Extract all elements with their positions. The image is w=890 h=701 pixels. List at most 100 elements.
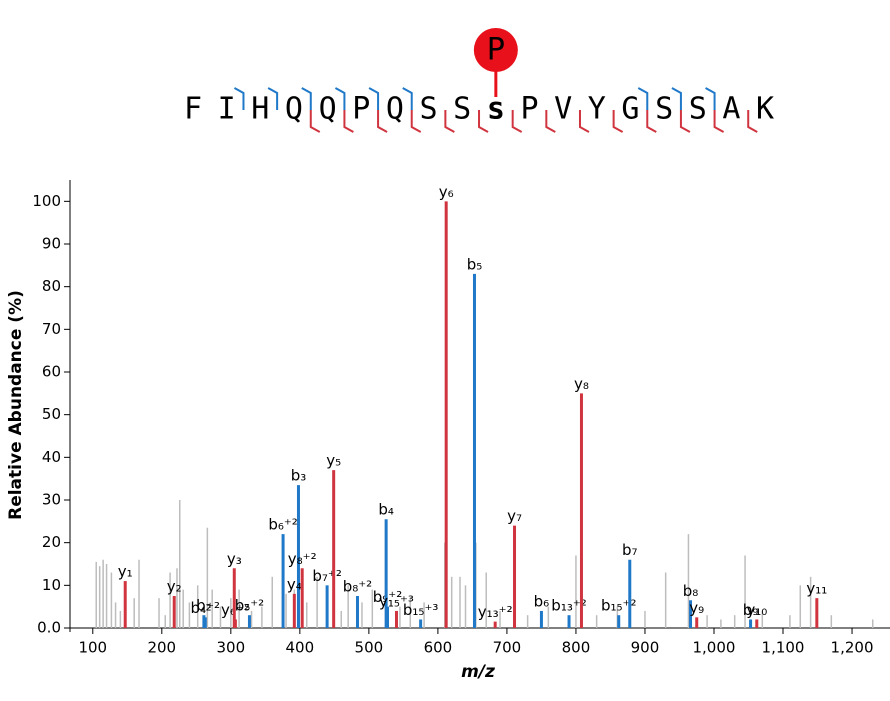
- y-ion-marker: [377, 110, 388, 133]
- x-tick-label: 1,100: [762, 639, 805, 657]
- y-axis-title: Relative Abundance (%): [6, 290, 26, 520]
- x-axis-title: m/z: [461, 662, 495, 682]
- x-tick-label: 1,200: [831, 639, 874, 657]
- peak-label: y₁₀: [746, 601, 767, 619]
- x-tick-label: 900: [631, 639, 660, 657]
- residue: S: [689, 92, 707, 127]
- peak-label: b₉: [743, 601, 759, 619]
- peak-label: b₃: [291, 467, 307, 485]
- y-ion-marker: [343, 110, 354, 133]
- residue: Q: [285, 92, 303, 127]
- residue: Q: [319, 92, 337, 127]
- b-ion-marker: [334, 87, 346, 110]
- x-tick-label: 400: [286, 639, 315, 657]
- peak-label: y₄: [287, 575, 302, 593]
- peak-label: y₃: [227, 550, 242, 568]
- peak-label: b₈: [683, 582, 699, 600]
- residue: F: [184, 92, 202, 127]
- peak-label: b₈⁺²: [343, 578, 372, 596]
- y-tick-label: 30: [42, 491, 61, 509]
- b-ion-marker: [671, 87, 682, 110]
- residue: S: [453, 92, 471, 127]
- b-ion-marker: [233, 87, 245, 110]
- peak-label: y₂: [167, 578, 182, 596]
- b-ion-marker: [267, 87, 279, 110]
- residue: P: [520, 92, 538, 127]
- y-tick-label: 60: [42, 363, 61, 381]
- y-tick-label: 70: [42, 320, 61, 338]
- peak-label: b₂: [196, 597, 212, 615]
- peak-label: b₄⁺²: [191, 599, 220, 617]
- y-tick-label: 100: [32, 192, 61, 210]
- y-ion-marker: [646, 110, 657, 133]
- y-ion-marker: [410, 110, 422, 133]
- peak-label: y₅: [326, 452, 341, 470]
- peak-label: b₅: [467, 255, 483, 273]
- peak-label: b₁₅⁺³: [403, 601, 438, 619]
- y-tick-label: 80: [42, 277, 61, 295]
- peak-label: y₉: [689, 599, 704, 617]
- y-tick-label: 90: [42, 235, 61, 253]
- peak-label: b₄: [378, 501, 394, 519]
- residue: S: [420, 92, 438, 127]
- y-tick-label: 0.0: [37, 619, 61, 637]
- y-ion-marker: [511, 110, 523, 133]
- y-ion-marker: [679, 110, 691, 133]
- y-ion-marker: [478, 110, 489, 133]
- residue: Y: [588, 92, 606, 127]
- y-ion-marker: [612, 110, 624, 133]
- y-ion-marker: [545, 110, 556, 133]
- peak-label: b₅⁺²: [235, 597, 264, 615]
- b-ion-marker: [402, 87, 413, 110]
- b-ion-marker: [705, 87, 716, 110]
- residue: I: [218, 92, 236, 127]
- y-tick-label: 20: [42, 533, 61, 551]
- x-tick-label: 200: [147, 639, 176, 657]
- x-tick-label: 800: [562, 639, 591, 657]
- residue: s: [487, 92, 505, 127]
- peak-label: b₆: [534, 592, 550, 610]
- peak-label: y₈⁺²: [288, 550, 317, 568]
- peak-label: b₇: [622, 541, 638, 559]
- b-ion-marker: [637, 87, 649, 110]
- y-ion-marker: [309, 110, 321, 133]
- residue: A: [722, 92, 740, 127]
- peak-label: b₇⁺²: [312, 567, 341, 585]
- residue: K: [756, 92, 774, 127]
- peak-label: y₈: [574, 375, 589, 393]
- modification-badge: [473, 28, 518, 72]
- x-tick-label: 1,000: [693, 639, 736, 657]
- x-tick-label: 300: [217, 639, 246, 657]
- peak-label: y₆: [439, 183, 454, 201]
- y-tick-label: 50: [42, 405, 61, 423]
- residue: V: [554, 92, 572, 127]
- peak-label: y₁₁: [806, 580, 827, 598]
- residue: G: [621, 92, 639, 127]
- y-ion-marker: [713, 110, 725, 133]
- x-tick-label: 500: [355, 639, 384, 657]
- residue: S: [655, 92, 673, 127]
- y-ion-marker: [747, 110, 758, 133]
- y-tick-label: 10: [42, 576, 61, 594]
- peak-label: b₆⁺²: [268, 516, 297, 534]
- peak-label: b₁₃⁺²: [551, 597, 586, 615]
- peak-label: y₇: [507, 507, 522, 525]
- modification-label: P: [487, 33, 505, 68]
- y-ion-marker: [444, 110, 455, 133]
- peak-label: b₁₅⁺²: [601, 597, 636, 615]
- b-ion-marker: [368, 87, 380, 110]
- peak-label: y₁: [118, 563, 133, 581]
- x-tick-label: 100: [78, 639, 107, 657]
- residue: H: [251, 92, 269, 127]
- b-ion-marker: [301, 87, 312, 110]
- peak-label: y₁₃⁺²: [478, 603, 513, 621]
- y-tick-label: 40: [42, 448, 61, 466]
- x-tick-label: 700: [493, 639, 522, 657]
- residue: Q: [386, 92, 404, 127]
- residue: P: [352, 92, 370, 127]
- x-tick-label: 600: [424, 639, 453, 657]
- y-ion-marker: [578, 110, 590, 133]
- peak-label: y₁₅⁺³: [379, 592, 414, 610]
